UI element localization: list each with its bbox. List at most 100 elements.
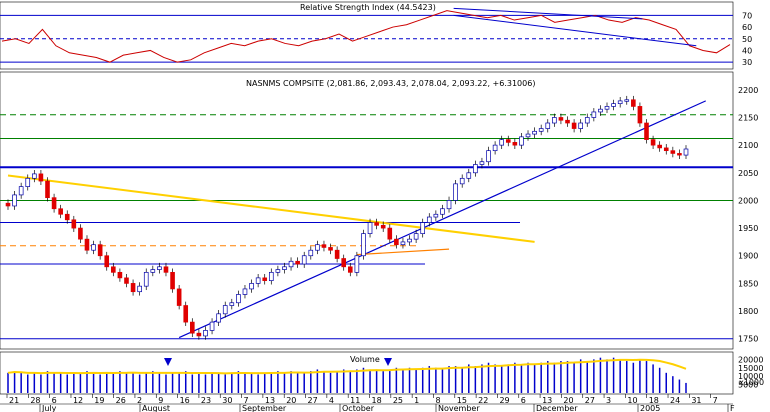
price-y-tick-label: 1750 xyxy=(738,335,758,344)
candle-body xyxy=(505,139,511,143)
price-trendline xyxy=(7,174,535,243)
x-month-label: 2005 xyxy=(640,404,660,412)
candle-body xyxy=(58,208,63,215)
x-tick-label: 18 xyxy=(372,396,382,405)
candle-body xyxy=(143,271,149,287)
x-tick-label: 27 xyxy=(308,396,318,405)
candle-body xyxy=(354,255,360,273)
rsi-trendline xyxy=(453,7,643,20)
candle-body xyxy=(64,213,70,221)
candle-body xyxy=(624,99,630,102)
arrow-down-icon xyxy=(384,358,392,366)
candle-body xyxy=(545,122,551,129)
x-tick-label: 20 xyxy=(563,396,573,405)
candle-body xyxy=(446,200,452,210)
candle-body xyxy=(347,266,353,273)
candle-body xyxy=(18,186,24,196)
candle-body xyxy=(130,283,136,293)
candle-body xyxy=(301,255,307,265)
candle-body xyxy=(512,142,518,146)
x-tick-label: 8 xyxy=(435,396,440,405)
candle-body xyxy=(433,213,439,218)
candle-body xyxy=(84,238,90,251)
price-y-tick-label: 2050 xyxy=(738,169,758,178)
price-title: NASNMS COMPSITE (2,081.86, 2,093.43, 2,0… xyxy=(246,79,535,88)
candle-body xyxy=(591,111,597,118)
candle-body xyxy=(51,197,57,210)
candle-body xyxy=(249,283,254,290)
x-tick-label: 9 xyxy=(158,396,163,405)
x-tick-label: 22 xyxy=(478,396,488,405)
candle-body xyxy=(111,266,116,273)
candle-body xyxy=(255,277,261,284)
candle-body xyxy=(5,202,11,207)
candle-body xyxy=(617,100,623,105)
x-month-label: November xyxy=(438,404,480,412)
candle-body xyxy=(361,233,366,257)
candle-body xyxy=(650,139,656,146)
candle-body xyxy=(552,117,557,124)
candle-body xyxy=(473,164,478,174)
candle-body xyxy=(288,260,294,268)
volume-y-tick-label: 15000 xyxy=(738,364,763,373)
volume-moving-average xyxy=(7,358,687,375)
price-panel: NASNMS COMPSITE (2,081.86, 2,093.43, 2,0… xyxy=(0,71,758,350)
candle-body xyxy=(308,249,314,257)
x-tick-label: 12 xyxy=(73,396,83,405)
candle-body xyxy=(137,285,142,293)
candle-body xyxy=(163,266,169,273)
candle-body xyxy=(426,216,432,223)
candle-body xyxy=(611,103,616,107)
x-tick-label: 6 xyxy=(52,396,57,405)
candle-body xyxy=(604,106,610,110)
price-y-tick-label: 1900 xyxy=(738,252,758,261)
candle-body xyxy=(637,106,643,124)
candle-body xyxy=(275,269,281,273)
candle-body xyxy=(558,117,564,121)
candle-body xyxy=(387,227,393,240)
candle-body xyxy=(315,244,320,251)
x-tick-label: 4 xyxy=(329,396,334,405)
rsi-y-tick-label: 30 xyxy=(742,58,752,67)
candle-body xyxy=(222,305,228,315)
candle-body xyxy=(78,227,83,240)
x-tick-label: 7 xyxy=(713,396,718,405)
price-y-tick-label: 2000 xyxy=(738,196,758,205)
candle-body xyxy=(209,321,215,331)
candle-body xyxy=(117,271,123,279)
candle-body xyxy=(565,119,570,124)
candle-body xyxy=(479,161,485,165)
candle-body xyxy=(328,247,333,251)
price-y-tick-label: 2200 xyxy=(738,86,758,95)
price-y-tick-label: 2100 xyxy=(738,141,758,150)
x-month-label: August xyxy=(142,404,170,412)
candle-body xyxy=(124,277,129,284)
x-tick-label: 2 xyxy=(137,396,142,405)
candle-body xyxy=(150,269,156,273)
candle-body xyxy=(538,128,544,132)
x-tick-label: 28 xyxy=(30,396,40,405)
candle-body xyxy=(453,183,458,201)
x-tick-label: 27 xyxy=(585,396,595,405)
candle-body xyxy=(38,173,44,182)
x-month-label: October xyxy=(342,404,375,412)
candle-body xyxy=(631,99,636,107)
candle-body xyxy=(45,180,50,199)
candle-body xyxy=(677,153,682,156)
candle-body xyxy=(380,224,386,229)
x-tick-label: 29 xyxy=(499,396,509,405)
candle-body xyxy=(216,313,221,323)
x-tick-label: 13 xyxy=(265,396,275,405)
candle-body xyxy=(282,266,287,270)
x-tick-label: 30 xyxy=(222,396,232,405)
candle-body xyxy=(657,144,662,149)
candle-body xyxy=(499,139,504,146)
arrow-down-icon xyxy=(164,358,172,366)
candle-body xyxy=(584,117,590,124)
x-tick-label: 7 xyxy=(244,396,249,405)
candle-body xyxy=(104,255,110,268)
candle-body xyxy=(91,244,96,251)
price-trendline xyxy=(178,100,706,339)
x-tick-label: 10 xyxy=(627,396,637,405)
